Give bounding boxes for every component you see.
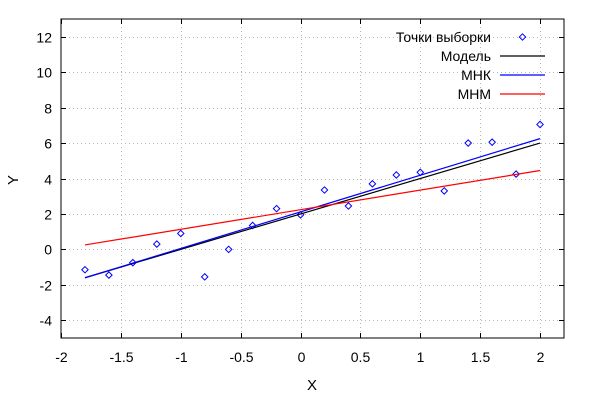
y-tick-label: 10: [36, 65, 52, 81]
sample-point: [104, 271, 113, 279]
sample-point: [440, 186, 449, 195]
sample-point: [368, 179, 377, 188]
sample-point: [224, 245, 233, 254]
y-tick-label: -2: [40, 278, 53, 294]
sample-point: [536, 120, 544, 129]
legend-symbol-points: [518, 33, 527, 41]
series-line-mnm: [84, 169, 541, 246]
sample-point: [488, 138, 497, 147]
sample-point: [320, 186, 329, 194]
y-tick-label: 12: [36, 30, 52, 46]
x-axis-label: X: [307, 377, 317, 394]
sample-point: [176, 229, 185, 238]
x-tick-label: 1.5: [471, 349, 491, 365]
legend-label: МНМ: [458, 86, 491, 102]
y-tick-label: 6: [44, 136, 52, 152]
sample-point: [128, 258, 137, 267]
x-tick-label: 2: [537, 349, 545, 365]
sample-point: [464, 139, 473, 147]
x-tick-label: -2: [55, 349, 68, 365]
sample-point: [512, 170, 521, 178]
y-axis-label: Y: [5, 175, 22, 185]
sample-point: [152, 240, 161, 248]
series-line-model: [84, 142, 541, 279]
y-tick-label: 2: [44, 207, 52, 223]
legend-label: МНК: [461, 67, 492, 83]
x-tick-label: 0: [298, 349, 306, 365]
legend-label: Модель: [441, 48, 491, 64]
y-tick-label: -4: [40, 313, 53, 329]
axis-ticks: -2 -1.5 -1 -0.5 0 0.5 1 1.5 2 -4 -2 0 2 4 6 8 10 12: [36, 19, 564, 365]
legend: Точки выборки Модель МНК МНМ: [396, 29, 545, 102]
legend-label: Точки выборки: [396, 29, 491, 45]
plot-area: [81, 120, 544, 281]
y-tick-label: 4: [44, 172, 52, 188]
x-tick-label: 0.5: [351, 349, 371, 365]
sample-point: [272, 204, 281, 213]
sample-point: [344, 202, 353, 210]
x-tick-label: -0.5: [229, 349, 253, 365]
x-tick-label: -1: [175, 349, 188, 365]
plot-frame: [60, 18, 565, 339]
sample-point: [81, 265, 89, 274]
x-tick-label: 1: [417, 349, 425, 365]
sample-point: [200, 272, 209, 281]
y-tick-label: 0: [44, 242, 52, 258]
sample-point: [392, 171, 401, 179]
x-tick-label: -1.5: [109, 349, 133, 365]
y-tick-label: 8: [44, 101, 52, 117]
